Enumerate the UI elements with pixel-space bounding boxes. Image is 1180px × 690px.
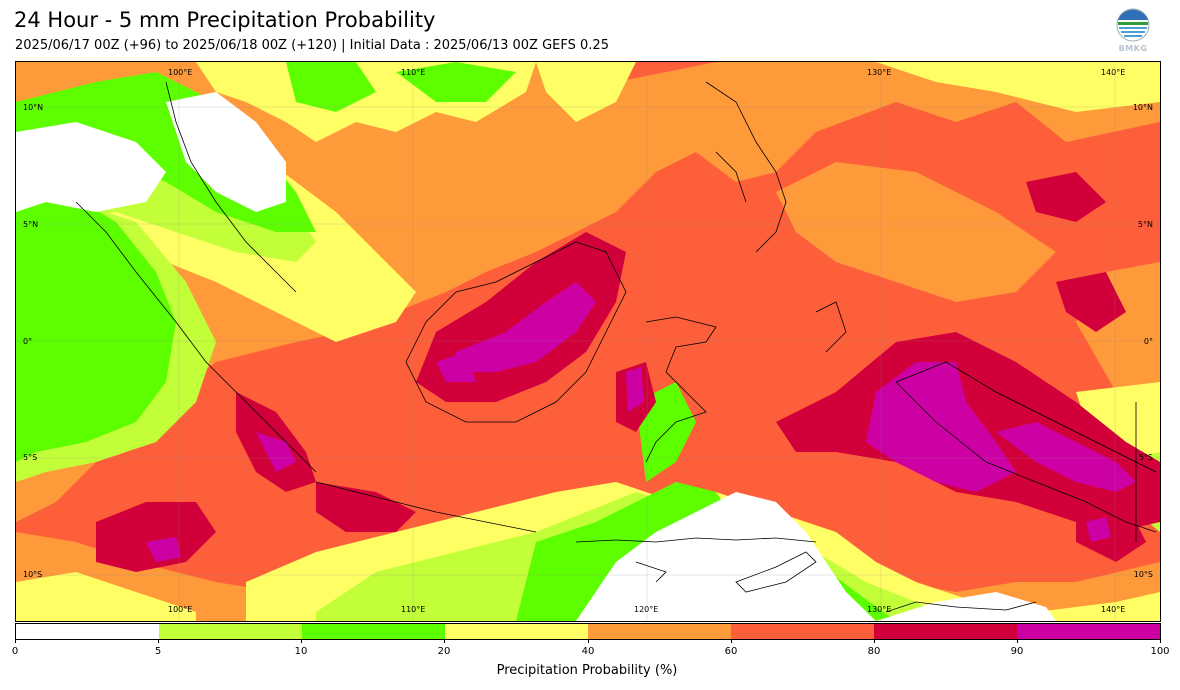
colorbar-segment <box>16 624 159 639</box>
coastlines <box>75 81 1157 613</box>
colorbar-tick-label: 40 <box>581 646 595 657</box>
chart-subtitle: 2025/06/17 00Z (+96) to 2025/06/18 00Z (… <box>15 38 609 53</box>
colorbar-tick-mark <box>1160 639 1161 643</box>
bmkg-logo: BMKG <box>1113 8 1153 56</box>
bmkg-emblem-icon <box>1116 8 1150 42</box>
colorbar-tick-label: 20 <box>437 646 451 657</box>
colorbar-title: Precipitation Probability (%) <box>496 663 678 678</box>
logo-text: BMKG <box>1118 44 1148 53</box>
lon-label-bottom-100: 100°E <box>168 605 193 614</box>
precipitation-map: 100°E 110°E 130°E 140°E 100°E 110°E 120°… <box>15 61 1161 622</box>
colorbar-tick-label: 5 <box>154 646 162 657</box>
lat-label-right-10n: 10°N <box>1132 103 1153 112</box>
lat-label-right-10s: 10°S <box>1133 570 1153 579</box>
colorbar-segment <box>159 624 302 639</box>
lon-label-bottom-140: 140°E <box>1101 605 1126 614</box>
colorbar-segment <box>302 624 445 639</box>
colorbar-tick-label: 60 <box>724 646 738 657</box>
lat-label-left-0: 0° <box>23 337 33 346</box>
colorbar-tick-mark <box>301 639 302 643</box>
lat-label-left-5n: 5°N <box>23 220 39 229</box>
lat-label-left-10s: 10°S <box>23 570 43 579</box>
colorbar-tick-label: 100 <box>1150 646 1170 657</box>
lat-label-left-10n: 10°N <box>23 103 44 112</box>
colorbar-tick-mark <box>874 639 875 643</box>
colorbar-segment <box>731 624 874 639</box>
colorbar-tick-mark <box>588 639 589 643</box>
lon-label-top-110: 110°E <box>401 68 426 77</box>
colorbar-tick-mark <box>731 639 732 643</box>
colorbar-segment <box>874 624 1017 639</box>
lon-label-bottom-130: 130°E <box>867 605 892 614</box>
lon-label-bottom-120: 120°E <box>634 605 659 614</box>
colorbar-tick-label: 0 <box>11 646 19 657</box>
colorbar-segment <box>445 624 588 639</box>
lon-label-top-140: 140°E <box>1101 68 1126 77</box>
probability-field <box>16 62 1160 621</box>
colorbar-tick-mark <box>158 639 159 643</box>
lat-label-right-0: 0° <box>1143 337 1153 346</box>
colorbar-tick-mark <box>15 639 16 643</box>
chart-title: 24 Hour - 5 mm Precipitation Probability <box>14 8 436 32</box>
lat-label-right-5n: 5°N <box>1137 220 1153 229</box>
lat-label-left-5s: 5°S <box>23 453 38 462</box>
colorbar <box>15 623 1161 640</box>
colorbar-segment <box>1017 624 1160 639</box>
colorbar-segment <box>588 624 731 639</box>
lon-label-top-130: 130°E <box>867 68 892 77</box>
colorbar-tick-label: 80 <box>867 646 881 657</box>
lon-label-bottom-110: 110°E <box>401 605 426 614</box>
lon-label-top-100: 100°E <box>168 68 193 77</box>
colorbar-tick-mark <box>1017 639 1018 643</box>
colorbar-tick-mark <box>444 639 445 643</box>
colorbar-tick-label: 10 <box>294 646 308 657</box>
lat-label-right-5s: 5°S <box>1138 453 1153 462</box>
colorbar-tick-label: 90 <box>1010 646 1024 657</box>
